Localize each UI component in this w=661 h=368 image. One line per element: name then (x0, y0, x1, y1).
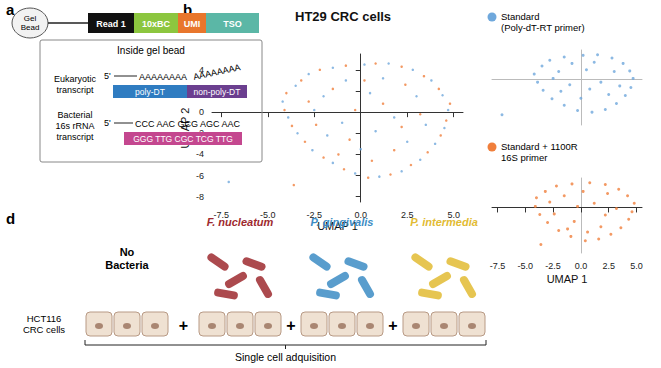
svg-text:Single cell adquisition: Single cell adquisition (235, 351, 336, 363)
svg-text:Bead: Bead (21, 23, 40, 32)
svg-text:TSO: TSO (223, 19, 242, 29)
svg-text:-6: -6 (196, 171, 204, 181)
svg-text:UMI: UMI (184, 19, 201, 29)
svg-text:transcript: transcript (56, 132, 94, 142)
svg-text:No: No (120, 246, 135, 258)
svg-text:AAAAAAAA: AAAAAAAA (192, 62, 241, 82)
svg-text:Bacterial: Bacterial (57, 110, 92, 120)
svg-text:(Poly-dT-RT primer): (Poly-dT-RT primer) (501, 22, 585, 33)
svg-text:2.5: 2.5 (602, 261, 615, 271)
svg-text:AAAAAAAA: AAAAAAAA (139, 72, 187, 82)
svg-text:Read 1: Read 1 (96, 19, 126, 29)
svg-text:5.0: 5.0 (630, 261, 643, 271)
svg-text:+: + (286, 317, 295, 334)
svg-text:-2.5: -2.5 (545, 261, 561, 271)
svg-text:0.0: 0.0 (354, 210, 367, 220)
svg-text:transcript: transcript (56, 85, 94, 95)
svg-text:CCC AAC GCG AGC AAC: CCC AAC GCG AGC AAC (135, 119, 241, 129)
svg-text:Eukaryotic: Eukaryotic (54, 74, 97, 84)
svg-text:4: 4 (199, 65, 204, 75)
svg-text:P. gingivalis: P. gingivalis (311, 216, 374, 228)
svg-text:Standard: Standard (501, 11, 540, 22)
svg-text:Bacteria: Bacteria (105, 259, 149, 271)
svg-text:Inside gel bead: Inside gel bead (117, 45, 185, 56)
svg-text:a: a (6, 1, 15, 18)
svg-text:+: + (388, 317, 397, 334)
svg-text:0.0: 0.0 (575, 261, 588, 271)
svg-text:5': 5' (104, 71, 111, 81)
svg-text:-4: -4 (196, 149, 204, 159)
svg-text:-5.0: -5.0 (518, 261, 534, 271)
svg-text:-7.5: -7.5 (214, 210, 230, 220)
svg-text:0: 0 (199, 107, 204, 117)
svg-text:Gel: Gel (24, 14, 37, 23)
svg-text:-2: -2 (196, 128, 204, 138)
svg-text:P. intermedia: P. intermedia (410, 216, 478, 228)
svg-text:16s rRNA: 16s rRNA (55, 121, 94, 131)
svg-text:UMAP 1: UMAP 1 (547, 273, 588, 285)
svg-text:-2.5: -2.5 (307, 210, 323, 220)
svg-text:16S primer: 16S primer (501, 152, 547, 163)
svg-text:5.0: 5.0 (447, 210, 460, 220)
svg-text:HCT116: HCT116 (27, 313, 62, 324)
svg-text:-8: -8 (196, 192, 204, 202)
svg-text:GGG TTG CGC TCG TTG: GGG TTG CGC TCG TTG (133, 134, 233, 144)
svg-text:Standard + 1100R: Standard + 1100R (501, 141, 578, 152)
svg-text:-7.5: -7.5 (490, 261, 506, 271)
svg-text:-5.0: -5.0 (260, 210, 276, 220)
svg-text:2.5: 2.5 (401, 210, 414, 220)
svg-text:5': 5' (104, 118, 111, 128)
svg-text:2: 2 (199, 86, 204, 96)
svg-text:UMAP 2: UMAP 2 (179, 108, 191, 149)
svg-text:HT29 CRC cells: HT29 CRC cells (295, 9, 391, 24)
svg-text:10xBC: 10xBC (142, 19, 171, 29)
svg-text:d: d (6, 210, 15, 227)
svg-text:F. nucleatum: F. nucleatum (207, 216, 274, 228)
svg-text:poly-DT: poly-DT (135, 87, 165, 97)
svg-text:UMAP 1: UMAP 1 (317, 220, 358, 232)
svg-text:non-poly-DT: non-poly-DT (194, 87, 241, 97)
svg-text:b: b (183, 1, 192, 18)
svg-text:+: + (179, 317, 188, 334)
svg-text:CRC cells: CRC cells (23, 324, 65, 335)
